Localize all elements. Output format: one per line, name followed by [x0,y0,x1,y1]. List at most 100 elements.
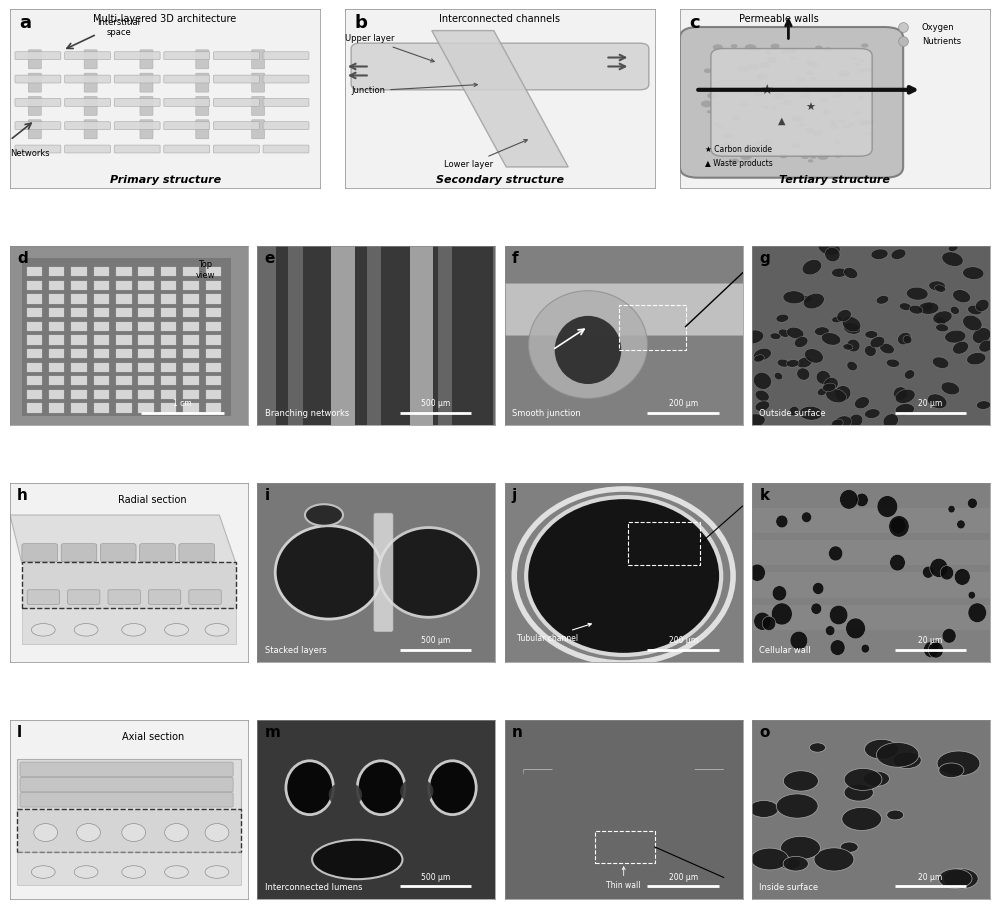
Text: k: k [759,489,769,503]
Ellipse shape [526,497,721,655]
Bar [367,246,381,425]
Text: g: g [759,252,770,266]
Text: Branching networks: Branching networks [265,410,349,418]
Polygon shape [17,759,241,813]
Text: 500 μm: 500 μm [421,637,450,645]
Bar [161,376,176,386]
Ellipse shape [74,624,98,637]
Bar [27,321,42,331]
FancyBboxPatch shape [15,122,61,130]
Ellipse shape [887,810,904,820]
Ellipse shape [792,115,804,122]
FancyBboxPatch shape [114,145,160,153]
Bar [71,308,87,317]
Ellipse shape [825,247,840,262]
Ellipse shape [742,330,764,344]
Ellipse shape [794,337,808,348]
FancyBboxPatch shape [100,544,136,562]
Ellipse shape [783,856,808,871]
Ellipse shape [77,824,100,842]
Bar [94,403,109,413]
Ellipse shape [809,62,819,67]
Bar [94,335,109,344]
Bar [161,321,176,331]
Bar [22,259,231,417]
Ellipse shape [754,48,760,52]
Bar [206,362,221,372]
Ellipse shape [165,865,188,878]
Ellipse shape [772,107,777,110]
Bar [183,294,199,303]
FancyBboxPatch shape [84,74,97,92]
FancyBboxPatch shape [20,793,233,807]
FancyBboxPatch shape [140,50,153,69]
Ellipse shape [939,763,964,777]
Bar [752,605,990,630]
Polygon shape [22,608,236,644]
Bar [27,294,42,303]
Ellipse shape [826,389,847,403]
FancyBboxPatch shape [164,98,210,106]
Ellipse shape [848,123,855,126]
Ellipse shape [909,305,923,314]
Ellipse shape [942,628,956,643]
Ellipse shape [787,327,804,339]
Bar [71,349,87,358]
Ellipse shape [923,641,939,657]
Ellipse shape [205,865,229,878]
Ellipse shape [928,394,947,409]
Ellipse shape [904,370,915,380]
Ellipse shape [895,390,915,403]
Ellipse shape [963,267,984,280]
Ellipse shape [754,612,771,630]
FancyBboxPatch shape [140,74,153,92]
Ellipse shape [891,518,906,534]
Ellipse shape [844,768,882,790]
FancyBboxPatch shape [213,52,259,60]
Ellipse shape [529,291,647,399]
Ellipse shape [855,397,869,409]
Ellipse shape [906,287,928,301]
Ellipse shape [400,778,433,804]
Ellipse shape [312,840,402,879]
Bar [161,362,176,372]
Bar [71,321,87,331]
Ellipse shape [762,617,776,630]
Bar [183,335,199,344]
Ellipse shape [822,110,830,114]
Ellipse shape [379,528,479,617]
Ellipse shape [165,824,188,842]
FancyBboxPatch shape [252,74,265,92]
Bar [71,281,87,290]
Ellipse shape [752,141,763,147]
Ellipse shape [941,382,960,395]
Ellipse shape [936,324,948,331]
FancyBboxPatch shape [84,96,97,115]
Ellipse shape [898,332,911,345]
Bar [206,281,221,290]
Text: Upper layer: Upper layer [345,35,434,62]
FancyBboxPatch shape [65,52,110,60]
Ellipse shape [814,848,854,871]
Ellipse shape [940,566,954,580]
Ellipse shape [714,123,719,126]
Bar [27,335,42,344]
Polygon shape [10,515,236,564]
Bar [206,349,221,358]
Ellipse shape [790,631,808,650]
Ellipse shape [305,504,343,526]
Ellipse shape [790,56,797,61]
Ellipse shape [933,311,952,324]
Text: l: l [17,725,22,740]
Ellipse shape [800,93,812,100]
Ellipse shape [935,285,946,292]
Ellipse shape [799,407,823,420]
Text: Networks: Networks [10,149,50,158]
Ellipse shape [929,281,945,291]
Ellipse shape [774,372,783,380]
FancyBboxPatch shape [196,96,209,115]
Ellipse shape [893,387,907,400]
Ellipse shape [876,743,919,767]
Ellipse shape [854,111,861,114]
Bar [116,294,132,303]
